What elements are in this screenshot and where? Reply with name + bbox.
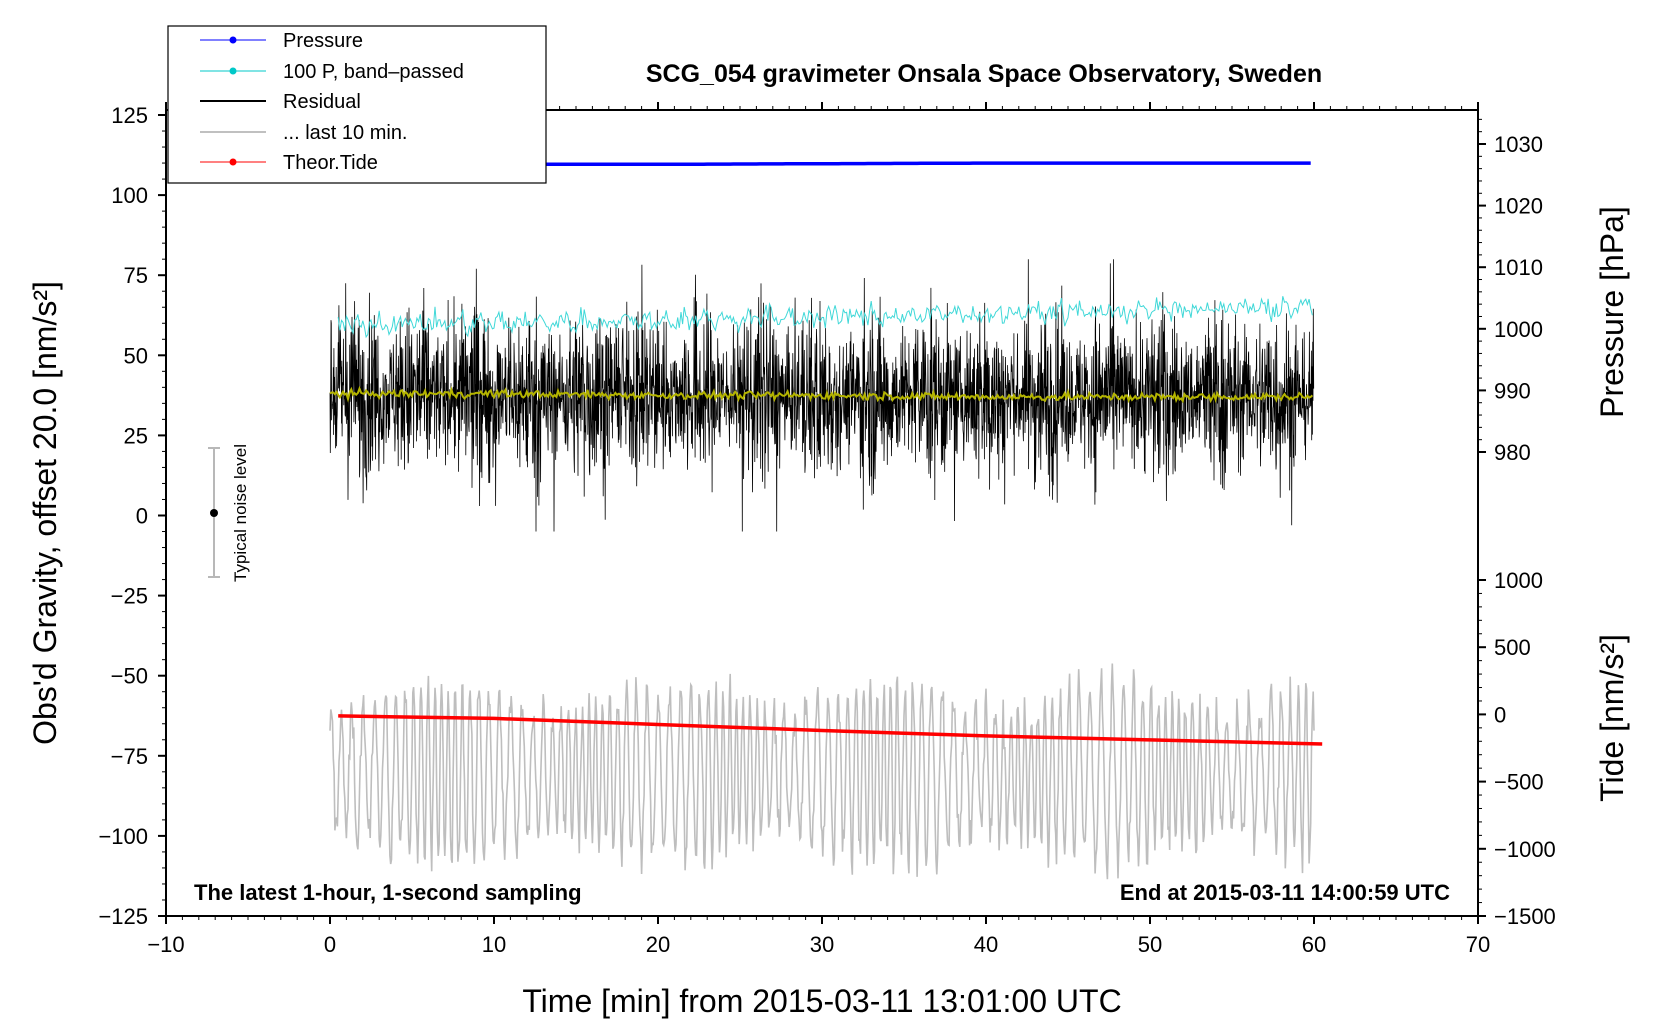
y-axis-title-tide: Tide [nm/s²] xyxy=(1594,634,1630,802)
y-axis-title-left: Obs'd Gravity, offset 20.0 [nm/s²] xyxy=(27,281,63,745)
x-axis-title: Time [min] from 2015-03-11 13:01:00 UTC xyxy=(522,983,1121,1019)
x-tick-label-0: −10 xyxy=(147,932,184,957)
y-left-tick-label-1: 100 xyxy=(111,183,148,208)
pressure-tick-label-4: 990 xyxy=(1494,378,1531,403)
data-series-layer xyxy=(329,161,1323,880)
legend-marker-pressure xyxy=(229,36,237,44)
tide-tick-label-3: −500 xyxy=(1494,770,1544,795)
x-tick-label-1: 0 xyxy=(324,932,336,957)
tide-tick-label-5: −1500 xyxy=(1494,904,1556,929)
pressure-tick-label-1: 1020 xyxy=(1494,194,1543,219)
y-left-tick-label-8: −75 xyxy=(111,744,148,769)
legend-label-last10: ... last 10 min. xyxy=(283,122,408,144)
pressure-tick-label-0: 1030 xyxy=(1494,132,1543,157)
y-left-tick-label-10: −125 xyxy=(98,904,148,929)
y-left-tick-label-9: −100 xyxy=(98,824,148,849)
y-left-tick-label-7: −50 xyxy=(111,664,148,689)
series-last-10-min xyxy=(329,663,1315,880)
legend-marker-bandpassed xyxy=(229,67,237,75)
legend-box xyxy=(167,25,547,184)
note-end-time: End at 2015-03-11 14:00:59 UTC xyxy=(1120,880,1450,905)
note-latest-hour: The latest 1-hour, 1-second sampling xyxy=(194,880,582,905)
x-tick-label-3: 20 xyxy=(646,932,670,957)
series-residual-mean xyxy=(329,385,1314,404)
pressure-tick-label-5: 980 xyxy=(1494,440,1531,465)
y-left-tick-label-2: 75 xyxy=(124,263,148,288)
y-left-tick-label-4: 25 xyxy=(124,423,148,448)
tide-tick-label-4: −1000 xyxy=(1494,837,1556,862)
legend-marker-tide xyxy=(229,158,237,166)
x-tick-label-2: 10 xyxy=(482,932,506,957)
pressure-tick-label-3: 1000 xyxy=(1494,317,1543,342)
x-tick-label-5: 40 xyxy=(974,932,998,957)
x-tick-label-6: 50 xyxy=(1138,932,1162,957)
tide-tick-label-2: 0 xyxy=(1494,702,1506,727)
x-tick-label-7: 60 xyxy=(1302,932,1326,957)
legend-label-pressure: Pressure xyxy=(283,30,363,52)
noise-level-dot xyxy=(210,509,218,517)
tide-tick-label-0: 1000 xyxy=(1494,568,1543,593)
pressure-tick-label-2: 1010 xyxy=(1494,255,1543,280)
legend: Pressure 100 P, band–passed Residual ...… xyxy=(167,25,547,184)
x-tick-label-8: 70 xyxy=(1466,932,1490,957)
series-bandpassed-pressure xyxy=(337,296,1313,339)
y-left-tick-label-3: 50 xyxy=(124,343,148,368)
series-pressure xyxy=(494,161,1311,167)
chart-title: SCG_054 gravimeter Onsala Space Observat… xyxy=(646,60,1322,88)
axis-ticks: −10 0 10 20 30 40 50 60 701251007550250−25−50−75… xyxy=(98,102,1556,957)
legend-label-residual: Residual xyxy=(283,91,361,113)
y-axis-title-pressure: Pressure [hPa] xyxy=(1594,206,1630,418)
legend-label-tide: Theor.Tide xyxy=(283,152,378,174)
y-left-tick-label-0: 125 xyxy=(111,103,148,128)
series-theoretical-tide xyxy=(338,714,1323,746)
noise-level-label: Typical noise level xyxy=(231,444,250,582)
y-left-tick-label-6: −25 xyxy=(111,584,148,609)
tide-tick-label-1: 500 xyxy=(1494,635,1531,660)
y-left-tick-label-5: 0 xyxy=(136,504,148,529)
legend-label-bandpassed: 100 P, band–passed xyxy=(283,61,464,83)
x-tick-label-4: 30 xyxy=(810,932,834,957)
